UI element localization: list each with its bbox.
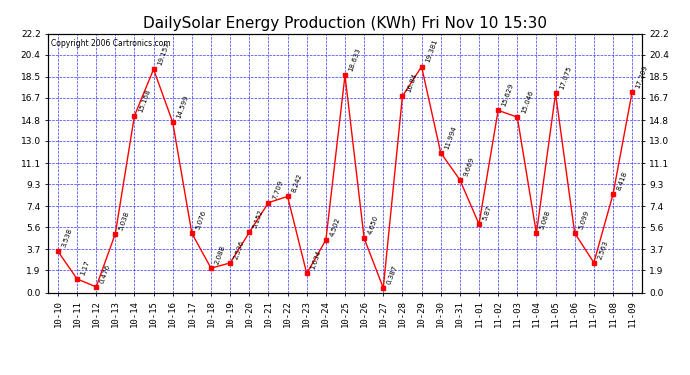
Text: 19.157: 19.157: [157, 41, 170, 66]
Text: 1.17: 1.17: [80, 259, 91, 276]
Text: 11.994: 11.994: [444, 125, 457, 150]
Text: 18.633: 18.633: [348, 47, 362, 72]
Text: 16.84: 16.84: [405, 72, 417, 93]
Text: 8.242: 8.242: [290, 173, 303, 194]
Text: 17.209: 17.209: [635, 64, 649, 89]
Text: 2.536: 2.536: [233, 239, 246, 260]
Text: 17.075: 17.075: [558, 66, 573, 91]
Text: 5.076: 5.076: [195, 210, 207, 231]
Text: 5.038: 5.038: [118, 210, 130, 231]
Text: 1.634: 1.634: [310, 250, 322, 271]
Text: 15.629: 15.629: [501, 82, 515, 108]
Text: 14.599: 14.599: [175, 94, 190, 120]
Text: 8.418: 8.418: [615, 171, 629, 192]
Text: 0.476: 0.476: [99, 263, 112, 284]
Text: 9.669: 9.669: [462, 156, 475, 177]
Text: 5.87: 5.87: [482, 205, 493, 221]
Text: 5.068: 5.068: [539, 210, 552, 231]
Text: 7.709: 7.709: [271, 179, 284, 200]
Text: 2.088: 2.088: [214, 244, 226, 266]
Text: 2.563: 2.563: [597, 239, 609, 260]
Text: Copyright 2006 Cartronics.com: Copyright 2006 Cartronics.com: [51, 39, 171, 48]
Text: 15.158: 15.158: [137, 88, 151, 113]
Text: 4.502: 4.502: [328, 216, 341, 237]
Text: 5.099: 5.099: [578, 209, 590, 230]
Title: DailySolar Energy Production (KWh) Fri Nov 10 15:30: DailySolar Energy Production (KWh) Fri N…: [143, 16, 547, 31]
Text: 5.152: 5.152: [252, 209, 264, 230]
Text: 0.387: 0.387: [386, 264, 399, 285]
Text: 15.046: 15.046: [520, 89, 534, 114]
Text: 3.538: 3.538: [61, 228, 73, 249]
Text: 19.381: 19.381: [424, 39, 438, 64]
Text: 4.650: 4.650: [367, 214, 380, 236]
